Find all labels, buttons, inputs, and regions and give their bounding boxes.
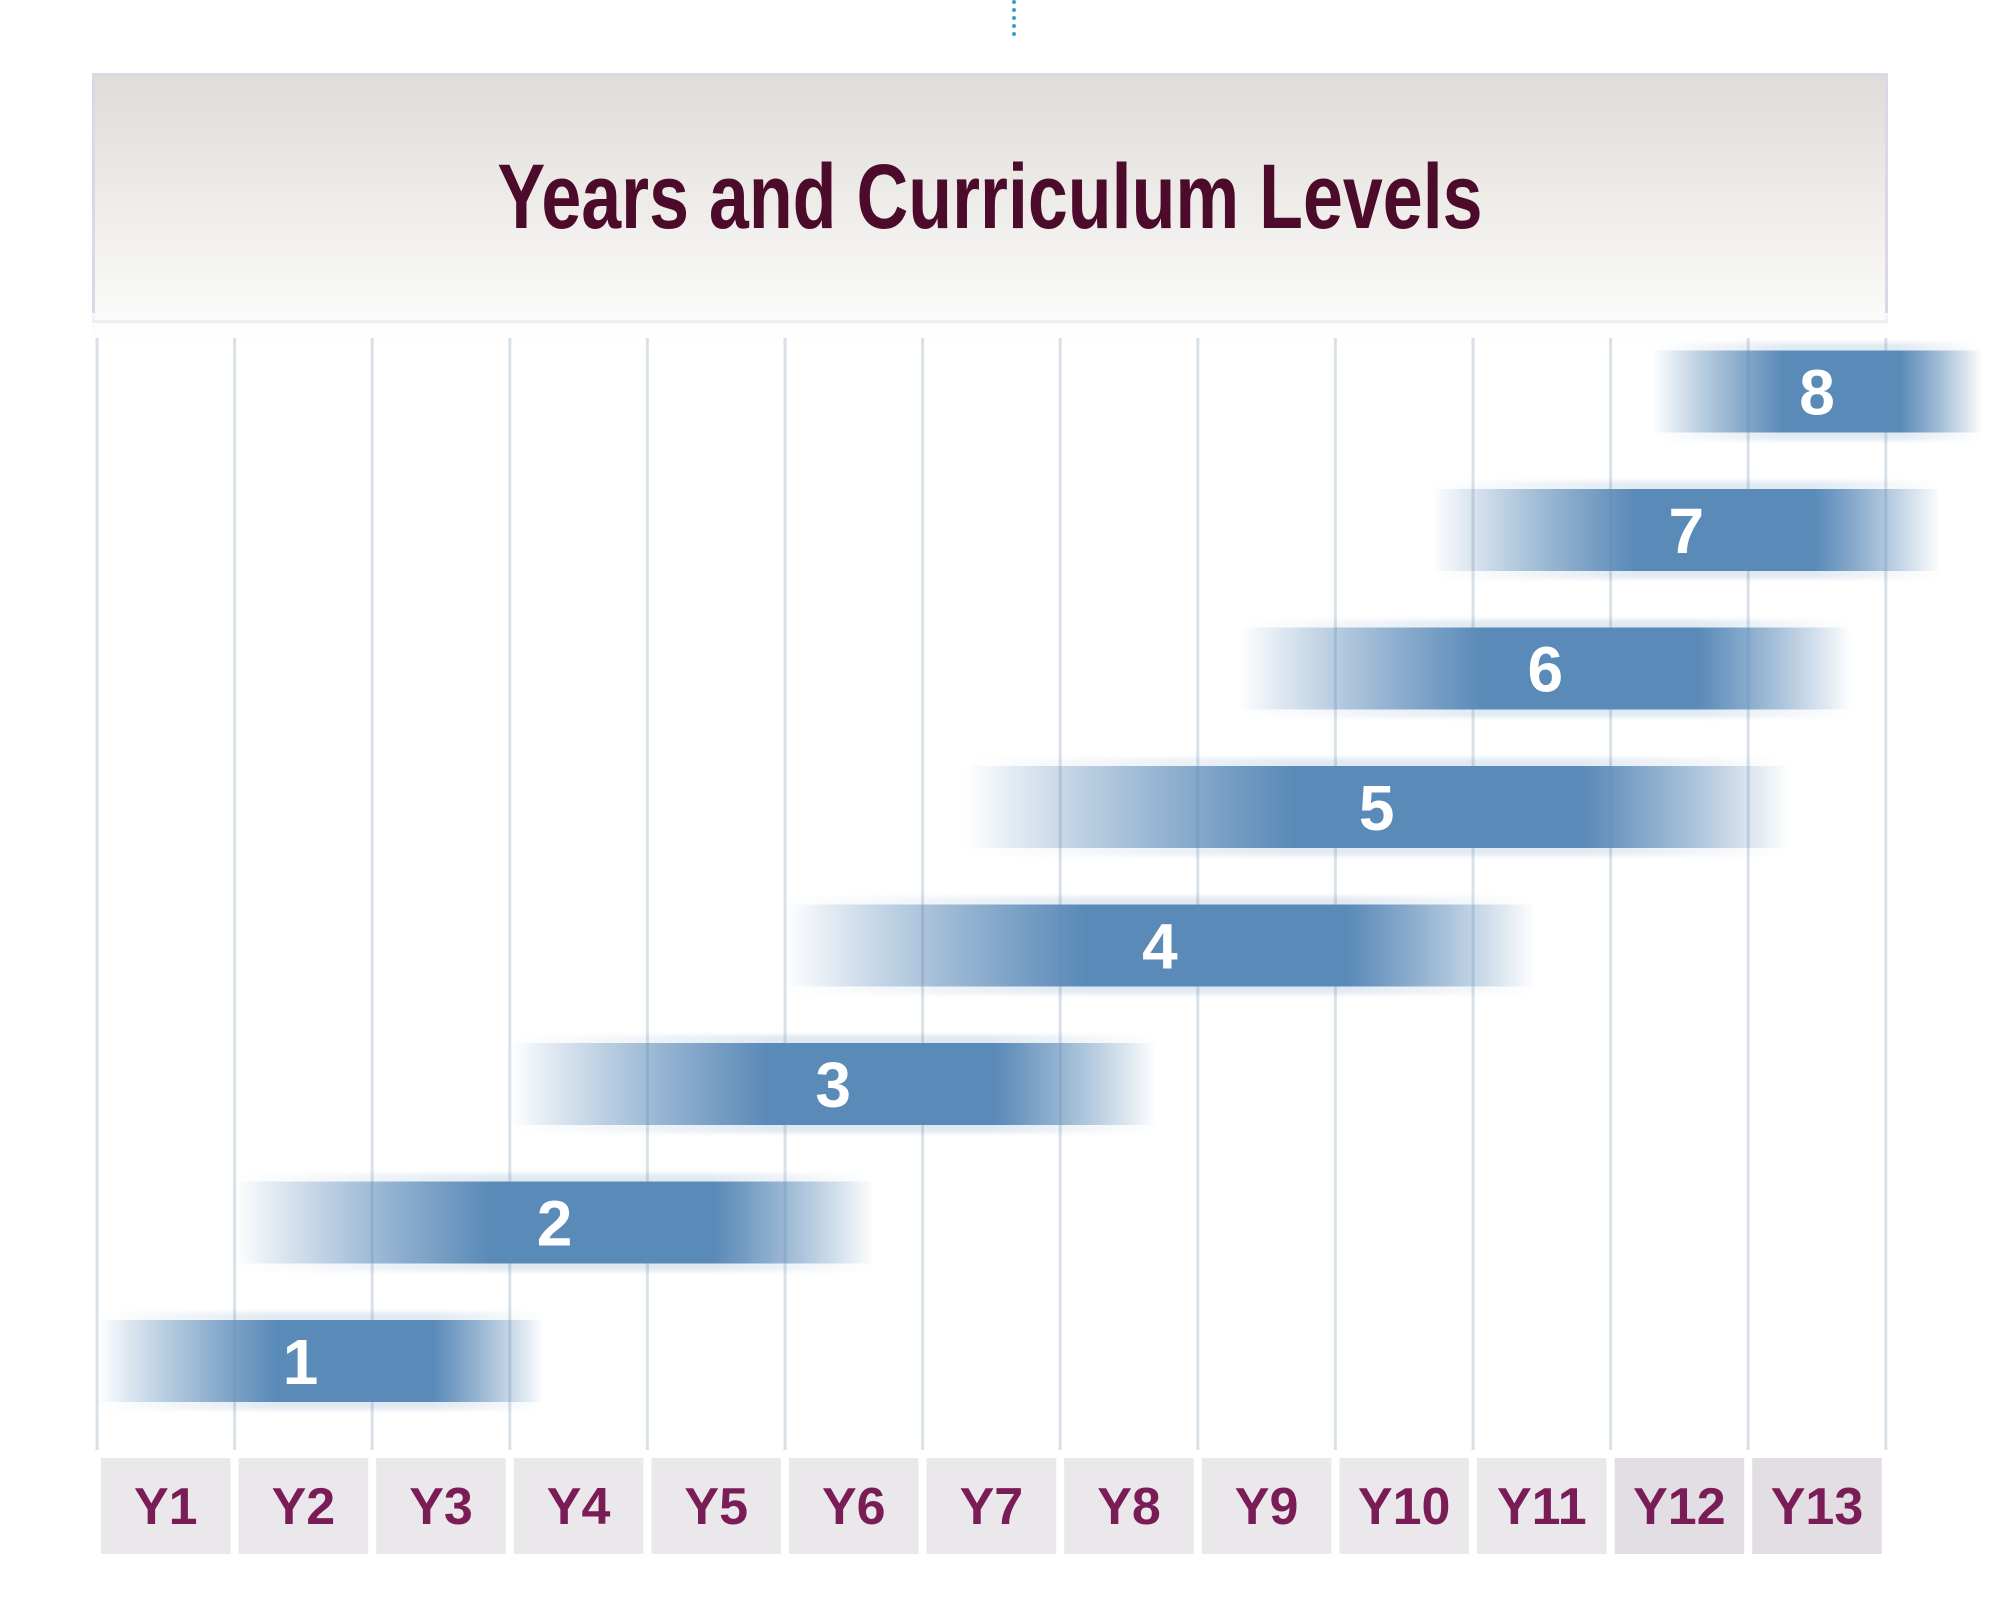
page-title: Years and Curriculum Levels [497,146,1483,248]
year-cell [1752,1458,1882,1554]
year-label: Y7 [960,1478,1024,1536]
year-cell [513,1458,644,1554]
level-bar-group: 4 [785,896,1535,995]
level-label: 1 [283,1326,319,1398]
year-label: Y6 [822,1478,886,1536]
level-label: 3 [815,1049,851,1121]
level-label: 6 [1527,634,1563,706]
year-label: Y9 [1235,1478,1299,1536]
level-label: 2 [537,1188,573,1260]
level-bar-group: 5 [963,758,1790,856]
level-bar [1651,350,1983,433]
year-label: Y1 [134,1478,198,1536]
level-label: 5 [1359,772,1395,844]
year-label: Y13 [1771,1478,1864,1536]
year-label: Y10 [1358,1478,1451,1536]
year-cell [238,1458,369,1554]
level-bar-group: 6 [1239,619,1852,718]
year-label: Y11 [1497,1478,1587,1536]
year-label: Y4 [547,1478,611,1536]
level-bar [1239,627,1852,710]
year-cell [789,1458,919,1554]
level-bar [234,1181,875,1264]
level-label: 7 [1668,495,1704,567]
level-bar [963,766,1790,848]
year-cell [651,1458,781,1554]
year-cell [1064,1458,1194,1554]
year-cell [376,1458,506,1554]
title-panel: Years and Curriculum Levels [92,73,1888,343]
year-cell [1201,1458,1332,1554]
year-label: Y12 [1633,1478,1726,1536]
year-cell [926,1458,1057,1554]
year-label: Y8 [1097,1478,1161,1536]
level-bar [509,1043,1157,1125]
year-label: Y3 [409,1478,473,1536]
top-dotted-marker [1012,0,1016,36]
year-label: Y2 [272,1478,336,1536]
level-bar-group: 8 [1651,342,1983,441]
level-bar [1431,489,1941,571]
level-label: 4 [1142,911,1178,983]
level-bar [785,904,1535,987]
year-cell [1614,1458,1745,1554]
level-label: 8 [1799,357,1835,429]
year-cell [1339,1458,1469,1554]
level-bar-group: 2 [234,1173,875,1272]
year-cell [101,1458,231,1554]
level-bar-group: 1 [97,1312,545,1410]
year-cell [1477,1458,1607,1554]
year-label: Y5 [684,1478,748,1536]
level-bar [97,1320,545,1402]
level-bar-group: 7 [1431,481,1941,579]
level-bar-group: 3 [509,1035,1157,1133]
